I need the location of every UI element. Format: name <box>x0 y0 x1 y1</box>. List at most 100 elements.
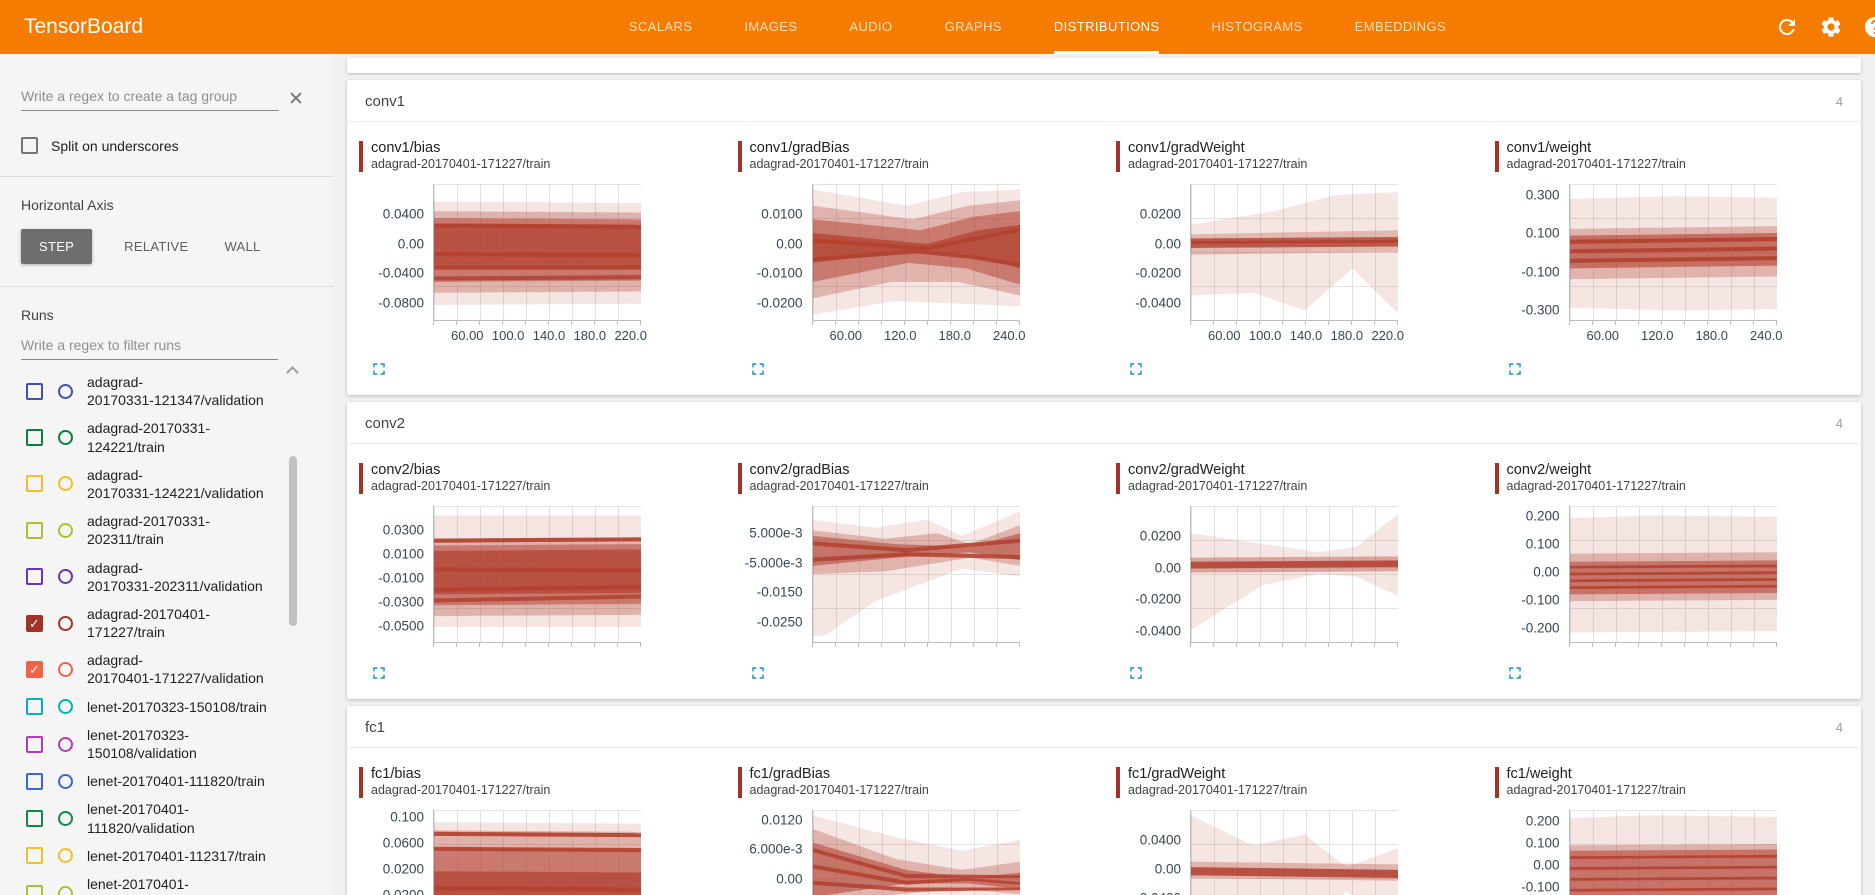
tab-embeddings[interactable]: EMBEDDINGS <box>1354 19 1447 34</box>
run-checkbox[interactable] <box>26 698 43 716</box>
run-item[interactable]: lenet-20170401-112317/validation <box>26 870 278 895</box>
settings-icon[interactable] <box>1819 15 1843 39</box>
run-item[interactable]: ✓ adagrad- 20170401-171227/validation <box>26 646 278 692</box>
run-checkbox[interactable] <box>26 735 43 753</box>
run-radio[interactable] <box>58 885 73 895</box>
run-checkbox[interactable] <box>26 521 43 539</box>
distribution-plot[interactable] <box>1568 184 1777 321</box>
y-axis-tick: 0.00 <box>1154 236 1181 252</box>
run-radio[interactable] <box>58 736 73 752</box>
run-item[interactable]: lenet-20170323-150108/validation <box>26 721 278 767</box>
distribution-plot[interactable] <box>1190 184 1398 321</box>
tag-group-header[interactable]: conv1 4 <box>347 80 1861 122</box>
run-item[interactable]: adagrad- 20170331-121347/validation <box>26 368 278 414</box>
expand-chart-button[interactable] <box>369 663 389 683</box>
chart-title: fc1/gradBias <box>749 766 831 782</box>
y-axis: 0.0200 0.00 -0.0200 -0.0400 <box>1116 184 1190 321</box>
distribution-plot[interactable] <box>811 184 1020 321</box>
run-item[interactable]: lenet-20170401-111820/train <box>26 767 278 795</box>
distribution-plot[interactable] <box>1568 506 1777 643</box>
tab-histograms[interactable]: HISTOGRAMS <box>1211 19 1303 34</box>
run-checkbox[interactable] <box>26 847 43 865</box>
run-radio[interactable] <box>58 522 73 538</box>
distribution-plot[interactable] <box>433 184 641 321</box>
split-on-underscores-row[interactable]: Split on underscores <box>0 111 333 154</box>
tag-group-card: conv1 4 conv1/bias adagrad-20170401-171227/… <box>347 80 1861 395</box>
distribution-chart: conv1/gradWeight adagrad-20170401-171227/… <box>1104 126 1483 385</box>
distribution-plot[interactable] <box>811 506 1020 643</box>
run-radio[interactable] <box>58 569 73 585</box>
run-radio[interactable] <box>58 661 73 677</box>
axis-button-relative[interactable]: RELATIVE <box>124 239 189 254</box>
run-radio[interactable] <box>58 811 73 827</box>
run-radio[interactable] <box>58 773 73 789</box>
tab-images[interactable]: IMAGES <box>744 19 798 34</box>
run-checkbox[interactable] <box>26 884 43 895</box>
axis-button-step[interactable]: STEP <box>21 229 93 264</box>
expand-chart-button[interactable] <box>748 359 768 379</box>
run-checkbox[interactable] <box>26 475 43 493</box>
run-checkbox[interactable]: ✓ <box>26 614 43 632</box>
run-radio[interactable] <box>58 699 73 715</box>
run-item[interactable]: adagrad-20170331-202311/train <box>26 507 278 553</box>
distribution-plot[interactable] <box>433 810 641 895</box>
tag-regex-input[interactable] <box>21 84 279 111</box>
tab-distributions[interactable]: DISTRIBUTIONS <box>1053 0 1160 54</box>
expand-chart-button[interactable] <box>748 663 768 683</box>
expand-chart-button[interactable] <box>1126 663 1146 683</box>
close-icon[interactable]: ✕ <box>288 89 304 110</box>
runs-regex-input[interactable] <box>21 333 278 360</box>
run-radio[interactable] <box>58 383 73 399</box>
distribution-plot[interactable] <box>1190 810 1398 895</box>
distribution-plot[interactable] <box>433 506 641 643</box>
run-radio[interactable] <box>58 476 73 492</box>
run-color-bar <box>737 141 742 172</box>
tag-group-header[interactable]: conv2 4 <box>347 402 1861 444</box>
expand-chart-button[interactable] <box>369 359 389 379</box>
run-checkbox[interactable] <box>26 429 43 447</box>
chart-title: fc1/weight <box>1506 766 1572 782</box>
run-checkbox[interactable] <box>26 568 43 586</box>
run-item[interactable]: adagrad- 20170331-202311/validation <box>26 554 278 600</box>
distribution-plot[interactable] <box>1568 810 1777 895</box>
chart-run-label: adagrad-20170401-171227/train <box>371 157 551 172</box>
run-item[interactable]: lenet-20170323-150108/train <box>26 693 278 721</box>
plot-area: 0.0300 0.0100 -0.0100 -0.0300 -0.0500 <box>359 506 720 643</box>
x-axis-ticks <box>1568 321 1777 325</box>
tag-group-header[interactable]: fc1 4 <box>347 706 1861 748</box>
axis-button-wall[interactable]: WALL <box>224 239 261 254</box>
run-checkbox[interactable] <box>26 810 43 828</box>
run-checkbox[interactable] <box>26 382 43 400</box>
expand-chart-button[interactable] <box>1505 359 1525 379</box>
tab-scalars[interactable]: SCALARS <box>628 19 693 34</box>
run-item[interactable]: adagrad-20170331-124221/train <box>26 414 278 460</box>
x-axis-tick: 60.00 <box>1208 328 1241 343</box>
y-axis-tick: -0.0300 <box>378 594 424 610</box>
chart-title: conv2/gradBias <box>749 462 850 478</box>
chevron-up-icon[interactable] <box>286 366 299 379</box>
charts-row: conv2/bias adagrad-20170401-171227/train 0… <box>347 444 1861 699</box>
tab-graphs[interactable]: GRAPHS <box>944 19 1002 34</box>
distribution-plot[interactable] <box>811 810 1020 895</box>
runs-scrollbar[interactable] <box>284 366 300 895</box>
distribution-plot[interactable] <box>1190 506 1398 643</box>
run-radio[interactable] <box>58 430 73 446</box>
split-label: Split on underscores <box>51 137 179 154</box>
expand-chart-button[interactable] <box>1505 663 1525 683</box>
run-checkbox[interactable] <box>26 772 43 790</box>
help-icon[interactable] <box>1863 15 1875 39</box>
run-checkbox[interactable]: ✓ <box>26 660 43 678</box>
run-item[interactable]: lenet-20170401-112317/train <box>26 842 278 870</box>
refresh-icon[interactable] <box>1775 15 1799 39</box>
run-item[interactable]: ✓ adagrad-20170401-171227/train <box>26 600 278 646</box>
run-item[interactable]: adagrad- 20170331-124221/validation <box>26 461 278 507</box>
split-checkbox[interactable] <box>21 137 38 154</box>
expand-chart-button[interactable] <box>1126 359 1146 379</box>
run-radio[interactable] <box>58 615 73 631</box>
chart-title: conv1/bias <box>371 140 441 156</box>
run-radio[interactable] <box>58 848 73 864</box>
tab-audio[interactable]: AUDIO <box>849 19 893 34</box>
y-axis-tick: 0.200 <box>1525 813 1560 829</box>
scrollbar-thumb[interactable] <box>289 456 297 626</box>
run-item[interactable]: lenet-20170401-111820/validation <box>26 795 278 841</box>
